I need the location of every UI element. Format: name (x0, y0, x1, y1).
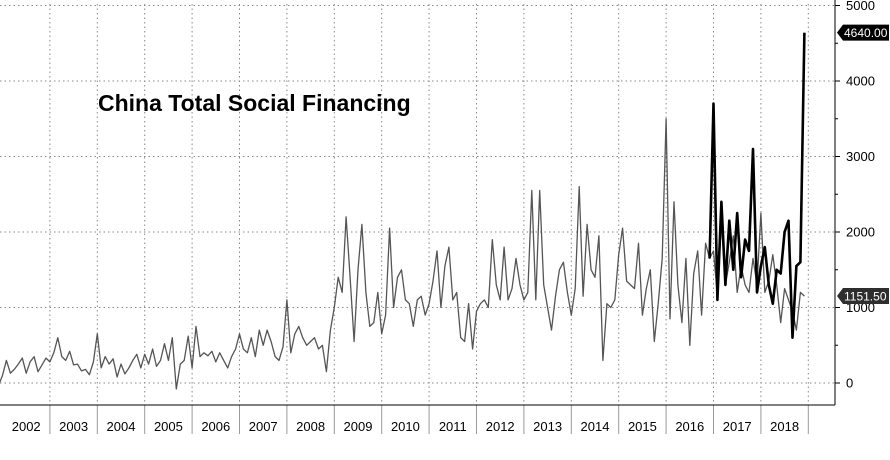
y-tick-label: 0 (846, 376, 853, 391)
x-tick-label: 2003 (59, 419, 88, 434)
x-tick-label: 2006 (201, 419, 230, 434)
x-tick-label: 2005 (154, 419, 183, 434)
x-tick-label: 2013 (533, 419, 562, 434)
series-lines (0, 32, 806, 390)
x-tick-label: 2017 (723, 419, 752, 434)
x-tick-label: 2012 (486, 419, 515, 434)
chart-title: China Total Social Financing (98, 90, 411, 116)
series-line-bold (708, 32, 806, 340)
value-callout: 1151.50 (837, 288, 889, 305)
grid-lines (0, 4, 835, 405)
x-tick-label: 2015 (628, 419, 657, 434)
value-callout-label: 1151.50 (844, 289, 887, 303)
y-tick-label: 2000 (846, 225, 875, 240)
x-tick-label: 2009 (344, 419, 373, 434)
x-tick-label: 2004 (107, 419, 136, 434)
value-callout: 4640.00 (837, 24, 889, 41)
y-tick-label: 3000 (846, 149, 875, 164)
y-tick-label: 5000 (846, 0, 875, 13)
x-tick-label: 2011 (439, 419, 467, 434)
y-tick-label: 4000 (846, 74, 875, 89)
x-tick-label: 2007 (249, 419, 278, 434)
x-tick-label: 2016 (675, 419, 704, 434)
value-callout-box (837, 288, 889, 305)
value-callout-box (837, 24, 889, 41)
value-callout-label: 4640.00 (844, 26, 888, 40)
series-line-thin (0, 118, 805, 390)
x-tick-label: 2014 (581, 419, 610, 434)
x-tick-label: 2008 (296, 419, 325, 434)
x-tick-label: 2002 (12, 419, 41, 434)
x-tick-label: 2010 (391, 419, 420, 434)
x-tick-label: 2018 (770, 419, 799, 434)
value-callouts: 4640.00 1151.50 (837, 24, 889, 305)
